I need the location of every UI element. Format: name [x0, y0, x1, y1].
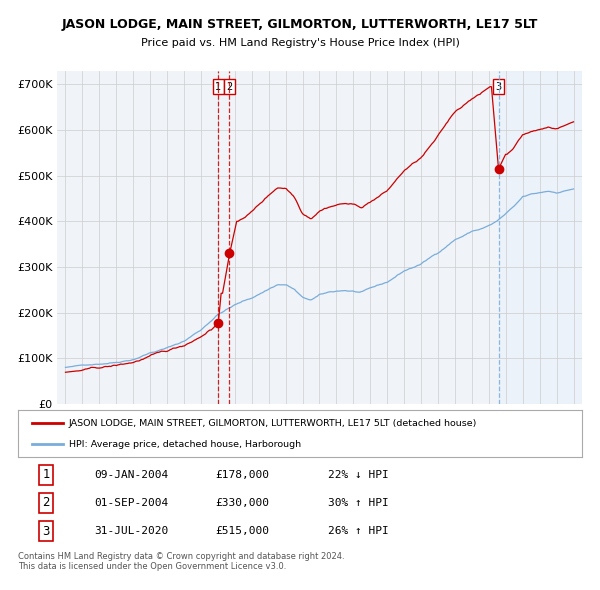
Text: £178,000: £178,000: [215, 470, 269, 480]
Text: 3: 3: [496, 82, 502, 92]
Text: 01-SEP-2004: 01-SEP-2004: [94, 498, 169, 508]
Text: 26% ↑ HPI: 26% ↑ HPI: [328, 526, 389, 536]
Text: £515,000: £515,000: [215, 526, 269, 536]
Text: 2: 2: [226, 82, 232, 92]
Text: £330,000: £330,000: [215, 498, 269, 508]
Text: JASON LODGE, MAIN STREET, GILMORTON, LUTTERWORTH, LE17 5LT: JASON LODGE, MAIN STREET, GILMORTON, LUT…: [62, 18, 538, 31]
Text: 1: 1: [215, 82, 221, 92]
Text: 22% ↓ HPI: 22% ↓ HPI: [328, 470, 389, 480]
Text: Contains HM Land Registry data © Crown copyright and database right 2024.
This d: Contains HM Land Registry data © Crown c…: [18, 552, 344, 571]
Text: 2: 2: [43, 496, 50, 510]
Text: HPI: Average price, detached house, Harborough: HPI: Average price, detached house, Harb…: [69, 440, 301, 448]
Text: JASON LODGE, MAIN STREET, GILMORTON, LUTTERWORTH, LE17 5LT (detached house): JASON LODGE, MAIN STREET, GILMORTON, LUT…: [69, 419, 477, 428]
Text: 3: 3: [43, 525, 50, 537]
Text: 31-JUL-2020: 31-JUL-2020: [94, 526, 169, 536]
Bar: [499, 71, 582, 404]
Text: Price paid vs. HM Land Registry's House Price Index (HPI): Price paid vs. HM Land Registry's House …: [140, 38, 460, 48]
Text: 1: 1: [43, 468, 50, 481]
Text: 30% ↑ HPI: 30% ↑ HPI: [328, 498, 389, 508]
Text: 09-JAN-2004: 09-JAN-2004: [94, 470, 169, 480]
